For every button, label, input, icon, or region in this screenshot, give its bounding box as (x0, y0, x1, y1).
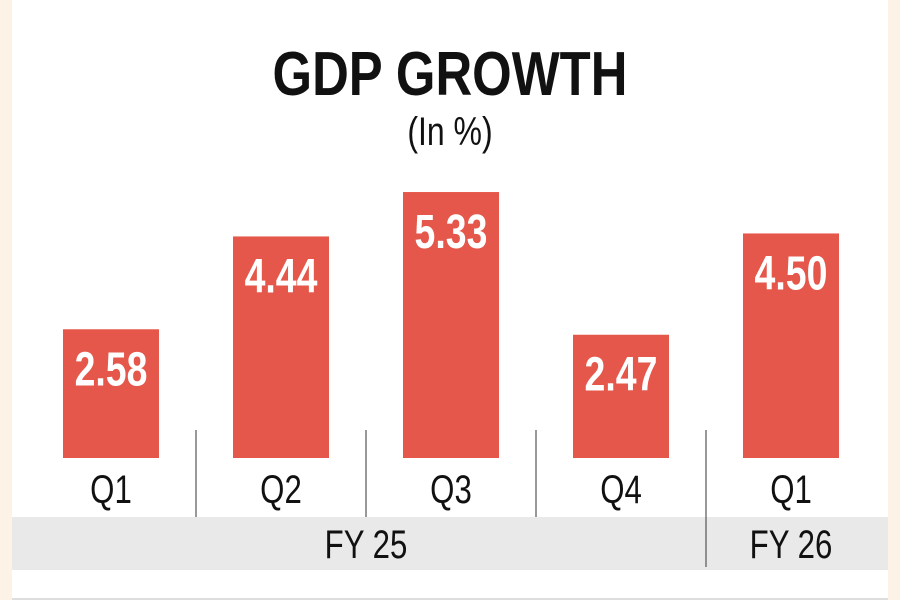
x-tick-label: Q1 (90, 467, 132, 512)
bar-2 (233, 236, 329, 458)
bar-1 (63, 329, 159, 458)
group-label: FY 25 (325, 522, 408, 567)
x-tick-label: Q3 (430, 467, 472, 512)
bar-4 (573, 334, 669, 458)
bar-value-label: 4.50 (755, 247, 828, 301)
bar-value-label: 5.33 (415, 206, 488, 260)
x-tick-label: Q1 (770, 467, 812, 512)
chart-subtitle: (In %) (407, 109, 492, 154)
chart-title: GDP GROWTH (273, 40, 628, 109)
group-band (12, 517, 888, 570)
x-tick-label: Q4 (600, 467, 642, 512)
bar-value-label: 2.58 (75, 343, 148, 397)
group-label: FY 26 (750, 522, 833, 567)
bar-value-label: 4.44 (245, 250, 318, 304)
bar-5 (743, 233, 839, 458)
bar-value-label: 2.47 (585, 348, 658, 402)
bar-3 (403, 192, 499, 458)
x-tick-label: Q2 (260, 467, 302, 512)
